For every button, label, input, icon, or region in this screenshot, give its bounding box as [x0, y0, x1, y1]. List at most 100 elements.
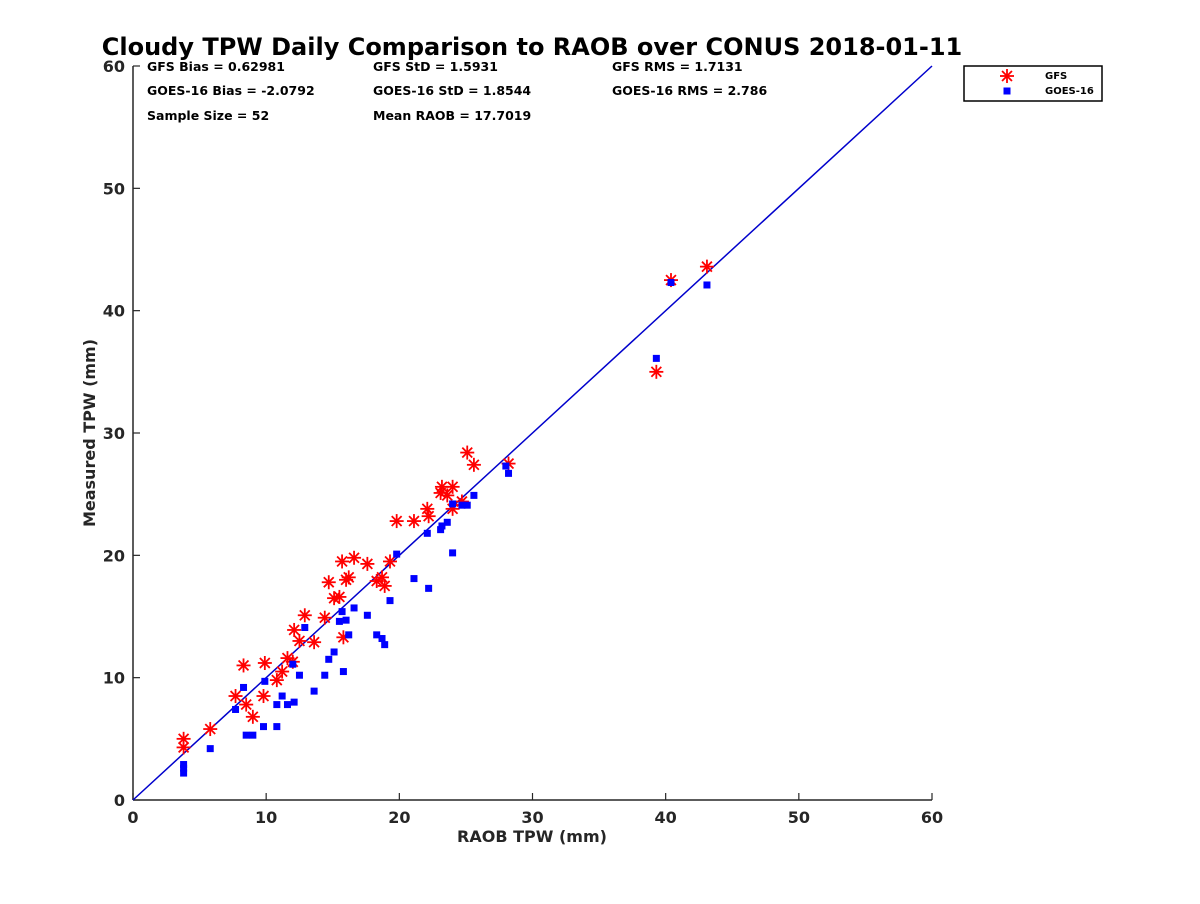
goes-16-point: [180, 761, 188, 769]
gfs-point: [360, 556, 375, 571]
asterisk-stroke: [259, 657, 271, 669]
gfs-point: [287, 622, 302, 637]
legend-box: [963, 65, 1103, 102]
asterisk-stroke: [323, 576, 335, 588]
asterisk-stroke: [408, 515, 420, 527]
goes-16-point: [449, 500, 457, 508]
gfs-point: [383, 554, 398, 569]
goes-16-point: [423, 529, 431, 537]
goes-16-point: [206, 745, 214, 753]
asterisk-stroke: [299, 609, 311, 621]
asterisk-stroke: [178, 733, 190, 745]
goes-16-point: [290, 698, 298, 706]
gfs-rms-stat: GFS RMS = 1.7131: [612, 59, 743, 74]
x-tick-label: 60: [921, 808, 943, 827]
goes-16-point: [449, 549, 457, 557]
goes-16-point: [350, 604, 358, 612]
sample-size-stat: Sample Size = 52: [147, 108, 269, 123]
goes-16-point: [232, 705, 240, 713]
asterisk-stroke: [343, 571, 355, 583]
gfs-point: [269, 673, 284, 688]
gfs-point: [466, 457, 481, 472]
goes-16-point: [652, 354, 660, 362]
gfs-point: [389, 514, 404, 529]
gfs-point: [649, 364, 664, 379]
legend: GFS GOES-16: [963, 65, 1103, 102]
gfs-point: [335, 554, 350, 569]
asterisk-stroke: [436, 481, 448, 493]
goes-16-point: [295, 671, 303, 679]
asterisk-stroke: [441, 489, 453, 501]
asterisk-stroke: [333, 591, 345, 603]
gfs-point: [317, 610, 332, 625]
asterisk-stroke: [379, 580, 391, 592]
goes-16-point: [410, 575, 418, 583]
asterisk-stroke: [336, 555, 348, 568]
legend-goes-16-marker: [1003, 87, 1011, 95]
legend-gfs-asterisk: [1000, 69, 1014, 83]
goes-16-point: [325, 655, 333, 663]
goes-16-point: [289, 660, 297, 668]
asterisk-stroke: [1001, 70, 1013, 82]
asterisk-stroke: [293, 635, 306, 647]
goes-16-point: [502, 462, 510, 470]
asterisk-stroke: [257, 690, 270, 702]
goes-16-point: [393, 550, 401, 558]
goes-16-point: [470, 491, 478, 499]
goes-16-point: [330, 648, 338, 656]
gfs-point: [239, 697, 254, 712]
goes-16-point: [437, 526, 445, 534]
asterisk-stroke: [391, 515, 403, 527]
y-tick-label: 30: [103, 424, 125, 443]
x-tick-label: 40: [655, 808, 677, 827]
y-tick-label: 50: [103, 179, 125, 198]
goes-16-point: [463, 501, 471, 509]
x-tick-label: 30: [521, 808, 543, 827]
asterisk-stroke: [701, 261, 713, 273]
asterisk-stroke: [229, 690, 242, 702]
goes-16-point: [378, 635, 386, 643]
goes-16-point: [345, 631, 353, 639]
gfs-point: [176, 740, 191, 755]
asterisk-stroke: [447, 481, 459, 493]
goes-std-stat: GOES-16 StD = 1.8544: [373, 83, 531, 98]
gfs-point: [228, 689, 243, 704]
goes-16-point: [342, 616, 350, 624]
asterisk-stroke: [288, 624, 300, 636]
goes-bias-stat: GOES-16 Bias = -2.0792: [147, 83, 315, 98]
y-tick-label: 60: [103, 57, 125, 76]
goes-16-point: [273, 723, 281, 731]
asterisk-stroke: [178, 741, 190, 753]
gfs-point: [203, 722, 218, 737]
goes-16-point: [240, 683, 248, 691]
asterisk-stroke: [308, 636, 320, 648]
goes-16-point: [242, 731, 250, 739]
asterisk-stroke: [371, 575, 383, 587]
goes-16-point: [505, 469, 513, 477]
goes-16-point: [381, 641, 389, 649]
goes-16-point: [438, 522, 446, 530]
goes-16-point: [703, 281, 711, 289]
gfs-point: [406, 514, 421, 529]
gfs-point: [297, 608, 312, 623]
gfs-point: [256, 689, 271, 704]
asterisk-stroke: [650, 366, 662, 378]
goes-16-point: [363, 611, 371, 619]
goes-16-point: [321, 671, 329, 679]
asterisk-stroke: [468, 459, 480, 471]
gfs-point: [421, 509, 436, 524]
x-tick-label: 50: [788, 808, 810, 827]
gfs-point: [236, 658, 251, 673]
y-tick-label: 20: [103, 546, 125, 565]
gfs-point: [699, 259, 714, 274]
asterisk-stroke: [276, 665, 288, 678]
asterisk-stroke: [461, 446, 473, 459]
gfs-point: [445, 479, 460, 494]
goes-16-point: [249, 731, 257, 739]
goes-16-point: [261, 677, 269, 685]
y-tick-label: 40: [103, 302, 125, 321]
gfs-point: [341, 570, 356, 585]
gfs-point: [321, 575, 336, 590]
goes-16-point: [278, 692, 286, 700]
